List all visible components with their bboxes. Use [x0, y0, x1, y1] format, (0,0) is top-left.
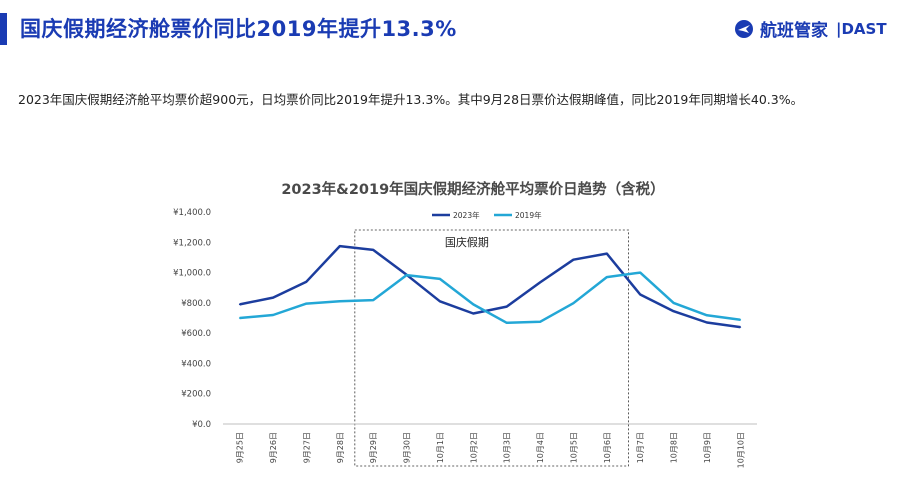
legend-label: 2019年: [515, 210, 542, 220]
chart-series: [238, 244, 742, 329]
holiday-annotation: 国庆假期: [354, 229, 629, 467]
y-tick-label: ¥200.0: [181, 390, 211, 400]
data-point: [739, 326, 742, 328]
x-tick-label: 9月28日: [336, 432, 345, 463]
data-point: [305, 280, 308, 283]
data-point: [272, 314, 274, 316]
data-point: [472, 312, 475, 315]
x-tick-label: 10月8日: [670, 432, 679, 463]
line-chart: 2023年&2019年国庆假期经济舱平均票价日趋势（含税） 2023年 2019年…: [173, 180, 757, 468]
brand-subtitle: |DAST: [836, 19, 887, 38]
data-point: [539, 320, 541, 323]
data-point: [472, 303, 475, 306]
legend-label: 2023年: [453, 210, 480, 220]
x-tick-label: 9月27日: [302, 432, 311, 463]
title-accent-bar: [0, 13, 7, 45]
y-tick-label: ¥600.0: [181, 329, 211, 339]
holiday-box: [354, 229, 629, 467]
data-point: [706, 314, 708, 317]
x-tick-label: 9月25日: [236, 432, 245, 463]
brand-name: 航班管家: [760, 21, 828, 41]
x-tick-label: 9月29日: [369, 432, 378, 463]
data-point: [439, 300, 441, 303]
data-point: [505, 305, 508, 308]
brand-logo-icon: [735, 19, 753, 38]
holiday-label: 国庆假期: [445, 235, 489, 249]
series-line: [239, 271, 741, 325]
chart-title: 2023年&2019年国庆假期经济舱平均票价日趋势（含税）: [281, 180, 664, 198]
y-tick-label: ¥800.0: [181, 299, 211, 309]
data-point: [405, 274, 408, 276]
x-axis: 9月25日 9月26日 9月27日 9月28日 9月29日 9月30日 10月1日 10月2日…: [223, 423, 757, 468]
x-tick-label: 10月2日: [469, 432, 478, 463]
data-point: [272, 296, 274, 299]
x-tick-label: 10月10日: [736, 432, 745, 468]
data-point: [639, 293, 641, 296]
data-point: [238, 303, 241, 306]
y-tick-label: ¥0.0: [192, 420, 211, 430]
brand: 航班管家 |DAST: [734, 16, 887, 41]
data-point: [639, 271, 641, 274]
data-point: [339, 300, 341, 303]
data-point: [672, 302, 675, 304]
data-point: [606, 276, 608, 278]
data-point: [238, 317, 241, 319]
data-point: [305, 302, 308, 305]
data-point: [706, 321, 708, 324]
page-title: 国庆假期经济舱票价同比2019年提升13.3%: [20, 17, 457, 41]
data-point: [439, 278, 441, 280]
y-tick-label: ¥1,000.0: [173, 269, 211, 279]
x-tick-label: 9月30日: [403, 432, 412, 463]
x-tick-label: 10月5日: [569, 432, 578, 463]
data-point: [372, 249, 374, 251]
y-tick-label: ¥400.0: [181, 359, 211, 369]
y-axis: ¥0.0 ¥200.0 ¥400.0 ¥600.0 ¥800.0 ¥1,000.0 ¥1,2…: [173, 208, 211, 430]
data-point: [505, 322, 508, 324]
x-tick-label: 10月1日: [436, 432, 445, 463]
data-point: [672, 310, 675, 312]
data-point: [372, 299, 374, 301]
x-tick-label: 10月7日: [636, 432, 645, 463]
data-point: [572, 258, 575, 261]
chart-legend: 2023年 2019年: [432, 210, 542, 220]
x-tick-label: 9月26日: [269, 432, 278, 463]
data-point: [339, 245, 341, 247]
x-tick-label: 10月3日: [503, 432, 512, 463]
y-tick-label: ¥1,400.0: [173, 208, 211, 218]
y-tick-label: ¥1,200.0: [173, 238, 211, 248]
series-line: [239, 244, 741, 329]
data-point: [572, 302, 575, 304]
summary-text: 2023年国庆假期经济舱平均票价超900元，日均票价同比2019年提升13.3%…: [18, 92, 804, 107]
data-point: [606, 252, 608, 255]
data-point: [739, 319, 742, 321]
x-tick-label: 10月4日: [536, 432, 545, 463]
x-tick-label: 10月6日: [603, 432, 612, 463]
data-point: [539, 281, 541, 284]
x-tick-label: 10月9日: [703, 432, 712, 463]
